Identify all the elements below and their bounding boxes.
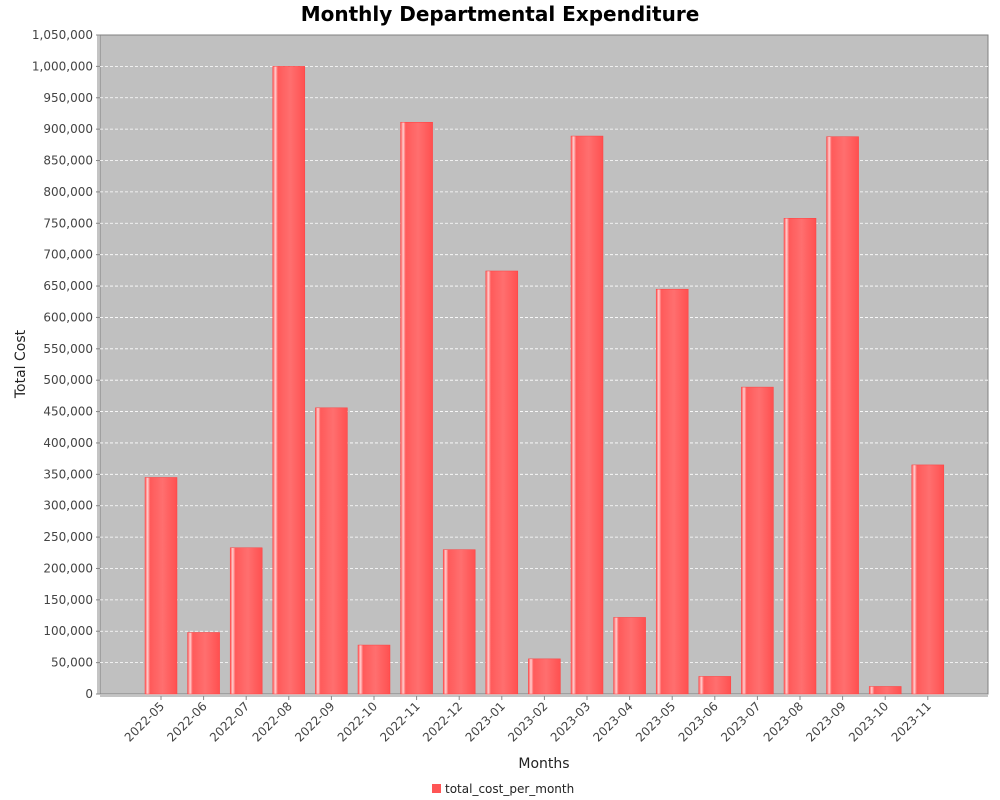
- y-tick-label: 100,000: [43, 624, 93, 638]
- bar-2023-07: [741, 386, 774, 695]
- x-axis: 2022-052022-062022-072022-082022-092022-…: [100, 695, 988, 745]
- x-tick-label: 2023-08: [761, 699, 806, 744]
- x-tick-label: 2023-03: [548, 699, 593, 744]
- y-axis-title: Total Cost: [13, 329, 29, 399]
- bar-2023-08: [783, 218, 817, 695]
- bar-2022-05: [144, 477, 178, 695]
- y-tick-label: 800,000: [43, 185, 93, 199]
- bar-2022-06: [187, 632, 220, 695]
- y-tick-label: 50,000: [51, 656, 93, 670]
- bar-2022-07: [229, 547, 263, 695]
- y-tick-label: 500,000: [43, 373, 93, 387]
- y-tick-label: 1,000,000: [32, 59, 93, 73]
- x-tick-label: 2022-12: [420, 699, 465, 744]
- x-tick-label: 2023-11: [889, 699, 934, 744]
- x-tick-label: 2022-10: [335, 699, 380, 744]
- x-tick-label: 2022-06: [164, 699, 209, 744]
- y-tick-label: 550,000: [43, 342, 93, 356]
- x-tick-label: 2023-02: [505, 699, 550, 744]
- y-tick-label: 950,000: [43, 91, 93, 105]
- y-tick-label: 650,000: [43, 279, 93, 293]
- y-tick-label: 750,000: [43, 216, 93, 230]
- bar-2022-08: [272, 66, 306, 695]
- bar-2023-02: [528, 658, 561, 695]
- x-axis-title: Months: [518, 756, 569, 772]
- x-tick-label: 2023-07: [718, 699, 763, 744]
- x-tick-label: 2022-09: [292, 699, 337, 744]
- y-tick-label: 600,000: [43, 310, 93, 324]
- y-tick-label: 1,050,000: [32, 28, 93, 42]
- y-tick-label: 150,000: [43, 593, 93, 607]
- bar-2022-09: [315, 407, 348, 695]
- x-tick-label: 2023-06: [676, 699, 721, 744]
- bar-2023-01: [485, 270, 519, 695]
- y-tick-label: 400,000: [43, 436, 93, 450]
- bar-2023-10: [868, 686, 902, 695]
- legend-label: total_cost_per_month: [445, 782, 574, 796]
- x-tick-label: 2022-11: [377, 699, 422, 744]
- x-tick-label: 2022-08: [250, 699, 295, 744]
- y-tick-label: 250,000: [43, 530, 93, 544]
- x-tick-label: 2023-04: [590, 699, 635, 744]
- bars: [144, 66, 945, 695]
- bar-2023-06: [698, 676, 732, 695]
- x-tick-label: 2023-01: [463, 699, 508, 744]
- bar-2022-11: [400, 121, 433, 695]
- x-tick-label: 2022-07: [207, 699, 252, 744]
- legend-swatch: [432, 784, 441, 793]
- x-tick-label: 2023-09: [803, 699, 848, 744]
- y-tick-label: 700,000: [43, 248, 93, 262]
- bar-2022-12: [442, 549, 476, 695]
- y-axis: 0 50,000 100,000 150,000 200,000 250,000 300,0…: [32, 28, 100, 701]
- bar-2023-05: [655, 288, 689, 695]
- y-tick-label: 0: [85, 687, 93, 701]
- x-tick-label: 2023-05: [633, 699, 678, 744]
- bar-2023-09: [826, 136, 859, 695]
- y-tick-label: 300,000: [43, 499, 93, 513]
- y-tick-label: 900,000: [43, 122, 93, 136]
- y-tick-label: 350,000: [43, 467, 93, 481]
- bar-2023-11: [911, 464, 945, 695]
- bar-2023-04: [613, 617, 646, 695]
- y-tick-label: 450,000: [43, 405, 93, 419]
- chart-title: Monthly Departmental Expenditure: [300, 2, 700, 26]
- legend: total_cost_per_month: [432, 782, 574, 796]
- y-tick-label: 850,000: [43, 154, 93, 168]
- y-tick-label: 200,000: [43, 561, 93, 575]
- x-tick-label: 2022-05: [122, 699, 167, 744]
- bar-2022-10: [357, 644, 391, 695]
- bar-2023-03: [570, 135, 604, 695]
- x-tick-label: 2023-10: [846, 699, 891, 744]
